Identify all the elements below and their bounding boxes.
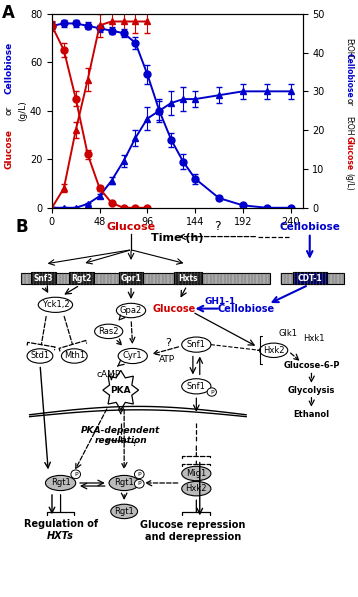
Text: Ethanol: Ethanol: [294, 410, 329, 419]
Text: or: or: [344, 99, 354, 106]
FancyBboxPatch shape: [281, 273, 344, 284]
Ellipse shape: [182, 481, 211, 496]
Text: Regulation of: Regulation of: [24, 519, 98, 528]
Text: PKA: PKA: [110, 386, 131, 395]
Text: CDT-1: CDT-1: [297, 274, 322, 283]
Text: and derepression: and derepression: [145, 532, 241, 542]
Text: A: A: [2, 4, 15, 22]
Text: Mth1: Mth1: [64, 352, 85, 361]
Text: HXTs: HXTs: [47, 531, 74, 541]
Text: P: P: [74, 472, 78, 477]
Ellipse shape: [182, 337, 211, 352]
Text: Snf1: Snf1: [187, 382, 206, 391]
Text: Yck1,2: Yck1,2: [42, 300, 69, 309]
Ellipse shape: [45, 475, 76, 491]
Text: Snf1: Snf1: [187, 340, 206, 349]
Ellipse shape: [118, 349, 147, 364]
FancyBboxPatch shape: [118, 272, 144, 284]
Ellipse shape: [135, 470, 144, 479]
FancyBboxPatch shape: [69, 272, 93, 284]
Text: Gpa2: Gpa2: [120, 306, 142, 315]
Polygon shape: [103, 370, 139, 410]
Text: ?: ?: [214, 220, 220, 233]
Text: Glucose: Glucose: [4, 129, 14, 169]
Text: Glucose: Glucose: [153, 304, 195, 313]
Text: PKA-dependent
regulation: PKA-dependent regulation: [81, 426, 160, 445]
Text: Glucose repression: Glucose repression: [140, 519, 246, 530]
Text: Hxk1: Hxk1: [303, 334, 324, 343]
Text: Snf3: Snf3: [34, 274, 53, 283]
Text: Rgt2: Rgt2: [71, 274, 91, 283]
Text: Gpr1: Gpr1: [121, 274, 141, 283]
Text: Hxts: Hxts: [178, 274, 198, 283]
Text: Hxk2: Hxk2: [185, 484, 207, 493]
Text: ATP: ATP: [159, 355, 175, 364]
Text: Glk1: Glk1: [279, 329, 298, 338]
FancyBboxPatch shape: [31, 272, 56, 284]
Text: B: B: [16, 218, 29, 236]
Text: Std1: Std1: [30, 352, 49, 361]
Ellipse shape: [111, 504, 137, 519]
Ellipse shape: [182, 378, 211, 394]
Text: ?: ?: [165, 338, 171, 347]
Ellipse shape: [38, 297, 73, 312]
Text: (g/L): (g/L): [18, 100, 27, 121]
Text: Cellobiose: Cellobiose: [279, 222, 340, 232]
Text: Glucose-6-P: Glucose-6-P: [283, 361, 340, 370]
Ellipse shape: [135, 479, 144, 488]
X-axis label: Time (h): Time (h): [151, 233, 203, 243]
Text: Rgt1: Rgt1: [51, 478, 71, 488]
Ellipse shape: [95, 324, 123, 338]
Text: Rgt1: Rgt1: [114, 478, 134, 488]
Text: Glucose: Glucose: [344, 136, 354, 170]
Text: Glycolysis: Glycolysis: [288, 386, 335, 395]
Text: (g/L): (g/L): [344, 173, 354, 191]
Ellipse shape: [71, 470, 81, 479]
Text: Rgt1: Rgt1: [114, 507, 134, 516]
Text: EtOH: EtOH: [344, 116, 354, 136]
Ellipse shape: [109, 475, 139, 491]
Text: EtOH: EtOH: [344, 38, 354, 58]
Text: Cellobiose: Cellobiose: [218, 304, 275, 313]
Ellipse shape: [62, 349, 87, 363]
Ellipse shape: [116, 303, 146, 318]
Text: cAMP: cAMP: [97, 371, 121, 380]
FancyBboxPatch shape: [21, 273, 270, 284]
Text: P: P: [137, 481, 141, 486]
Ellipse shape: [260, 343, 288, 358]
Text: Glucose: Glucose: [106, 222, 156, 232]
Text: P: P: [137, 472, 141, 477]
Text: Cellobiose: Cellobiose: [344, 53, 354, 97]
Text: GH1-1: GH1-1: [205, 297, 236, 306]
Ellipse shape: [207, 388, 217, 396]
Ellipse shape: [27, 349, 53, 363]
Text: P: P: [210, 389, 214, 395]
Ellipse shape: [182, 466, 211, 481]
Text: Cyr1: Cyr1: [123, 352, 142, 361]
Text: Cellobiose: Cellobiose: [4, 41, 14, 94]
Text: or: or: [4, 106, 14, 115]
FancyBboxPatch shape: [174, 272, 202, 284]
Text: Mig1: Mig1: [186, 469, 207, 478]
FancyBboxPatch shape: [292, 272, 327, 284]
Text: Hxk2: Hxk2: [263, 346, 284, 355]
Text: Ras2: Ras2: [98, 327, 119, 336]
